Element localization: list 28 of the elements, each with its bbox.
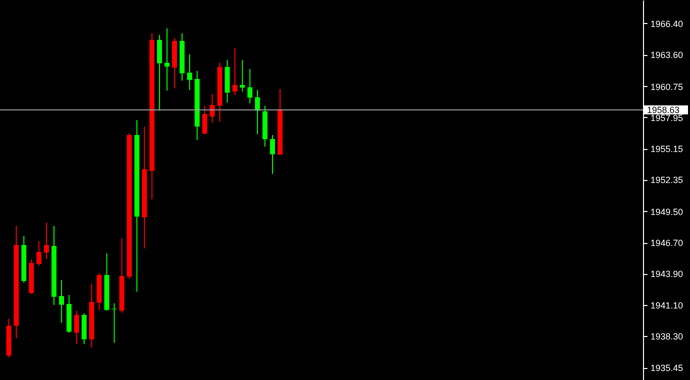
candlestick	[254, 89, 260, 135]
candlestick	[74, 310, 80, 344]
ref-line-label: 1958.63	[647, 104, 680, 115]
candlestick	[187, 54, 192, 90]
y-tick-label: 1938.30	[650, 331, 684, 342]
y-tick-label: 1957.95	[650, 112, 684, 123]
candlestick	[36, 240, 42, 266]
y-tick-label: 1949.50	[650, 206, 684, 217]
candlestick	[59, 280, 64, 324]
candlestick	[247, 68, 252, 104]
y-tick-label: 1955.15	[650, 144, 684, 154]
y-tick-label: 1946.70	[650, 238, 684, 248]
candlestick	[270, 134, 276, 174]
candlestick	[202, 105, 208, 135]
y-tick-label: 1963.60	[650, 50, 684, 60]
y-tick-label: 1935.45	[650, 363, 684, 374]
candlestick	[240, 59, 245, 92]
y-tick-label: 1960.75	[650, 82, 684, 92]
y-tick-label: 1941.10	[650, 300, 684, 310]
candlestick	[164, 28, 170, 92]
candlestick	[156, 34, 162, 112]
candlestick	[210, 93, 215, 124]
y-tick-label: 1952.35	[650, 175, 684, 186]
candlestick	[232, 47, 238, 96]
y-tick-label: 1943.90	[650, 269, 684, 280]
candlestick	[112, 302, 117, 344]
candlestick	[44, 222, 49, 260]
y-tick-label: 1966.40	[650, 18, 684, 29]
